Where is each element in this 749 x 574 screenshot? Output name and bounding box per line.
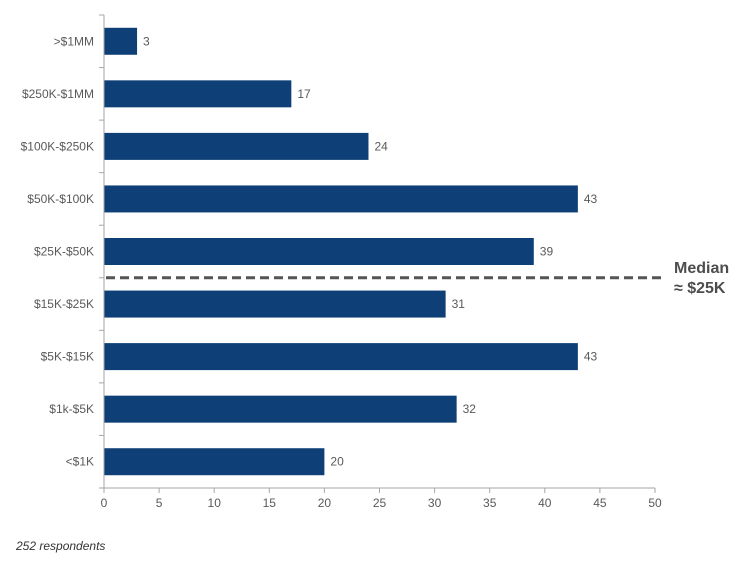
x-tick-label: 5 bbox=[156, 496, 163, 510]
axes-group: 0 5 10 15 20 25 30 35 40 45 50 bbox=[99, 14, 662, 510]
category-label: $5K-$15K bbox=[41, 350, 94, 364]
value-label: 39 bbox=[540, 245, 554, 259]
value-label: 24 bbox=[374, 139, 388, 153]
bar bbox=[104, 343, 578, 371]
bar bbox=[104, 290, 446, 318]
bar bbox=[104, 448, 325, 476]
x-tick-label: 30 bbox=[428, 496, 442, 510]
x-tick-label: 20 bbox=[318, 496, 332, 510]
x-tick-label: 25 bbox=[373, 496, 387, 510]
x-tick-label: 0 bbox=[101, 496, 108, 510]
category-label: $250K-$1MM bbox=[22, 87, 94, 101]
value-label: 43 bbox=[584, 192, 598, 206]
bar bbox=[104, 132, 369, 160]
category-label: $50K-$100K bbox=[27, 192, 94, 206]
median-label-line1: Median bbox=[674, 260, 729, 277]
x-tick-label: 15 bbox=[263, 496, 277, 510]
x-tick-label: 35 bbox=[483, 496, 497, 510]
value-label: 31 bbox=[452, 297, 466, 311]
category-label: $100K-$250K bbox=[21, 139, 94, 153]
x-tick-label: 45 bbox=[593, 496, 607, 510]
value-label: 43 bbox=[584, 350, 598, 364]
category-labels-group: >$1MM $250K-$1MM $100K-$250K $50K-$100K $25K… bbox=[21, 34, 94, 468]
median-annotation: Median ≈ $25K bbox=[106, 260, 729, 297]
category-label: >$1MM bbox=[54, 34, 94, 48]
respondents-footnote: 252 respondents bbox=[16, 539, 106, 553]
value-label: 3 bbox=[143, 34, 150, 48]
value-labels-group: 3 17 24 43 39 31 43 32 20 bbox=[143, 34, 597, 468]
bar bbox=[104, 27, 138, 55]
bar bbox=[104, 80, 292, 108]
bar bbox=[104, 395, 457, 423]
bar bbox=[104, 185, 578, 213]
x-tick-label: 50 bbox=[648, 496, 662, 510]
bar bbox=[104, 238, 534, 265]
value-label: 17 bbox=[297, 87, 311, 101]
category-label: $1k-$5K bbox=[49, 402, 94, 416]
x-tick-label: 10 bbox=[208, 496, 222, 510]
bars-group bbox=[104, 27, 578, 476]
median-label-line2: ≈ $25K bbox=[674, 280, 726, 297]
category-label: $25K-$50K bbox=[34, 245, 94, 259]
category-label: $15K-$25K bbox=[34, 297, 94, 311]
category-label: <$1K bbox=[66, 455, 94, 469]
value-label: 20 bbox=[330, 455, 344, 469]
x-tick-label: 40 bbox=[538, 496, 552, 510]
value-label: 32 bbox=[463, 402, 477, 416]
